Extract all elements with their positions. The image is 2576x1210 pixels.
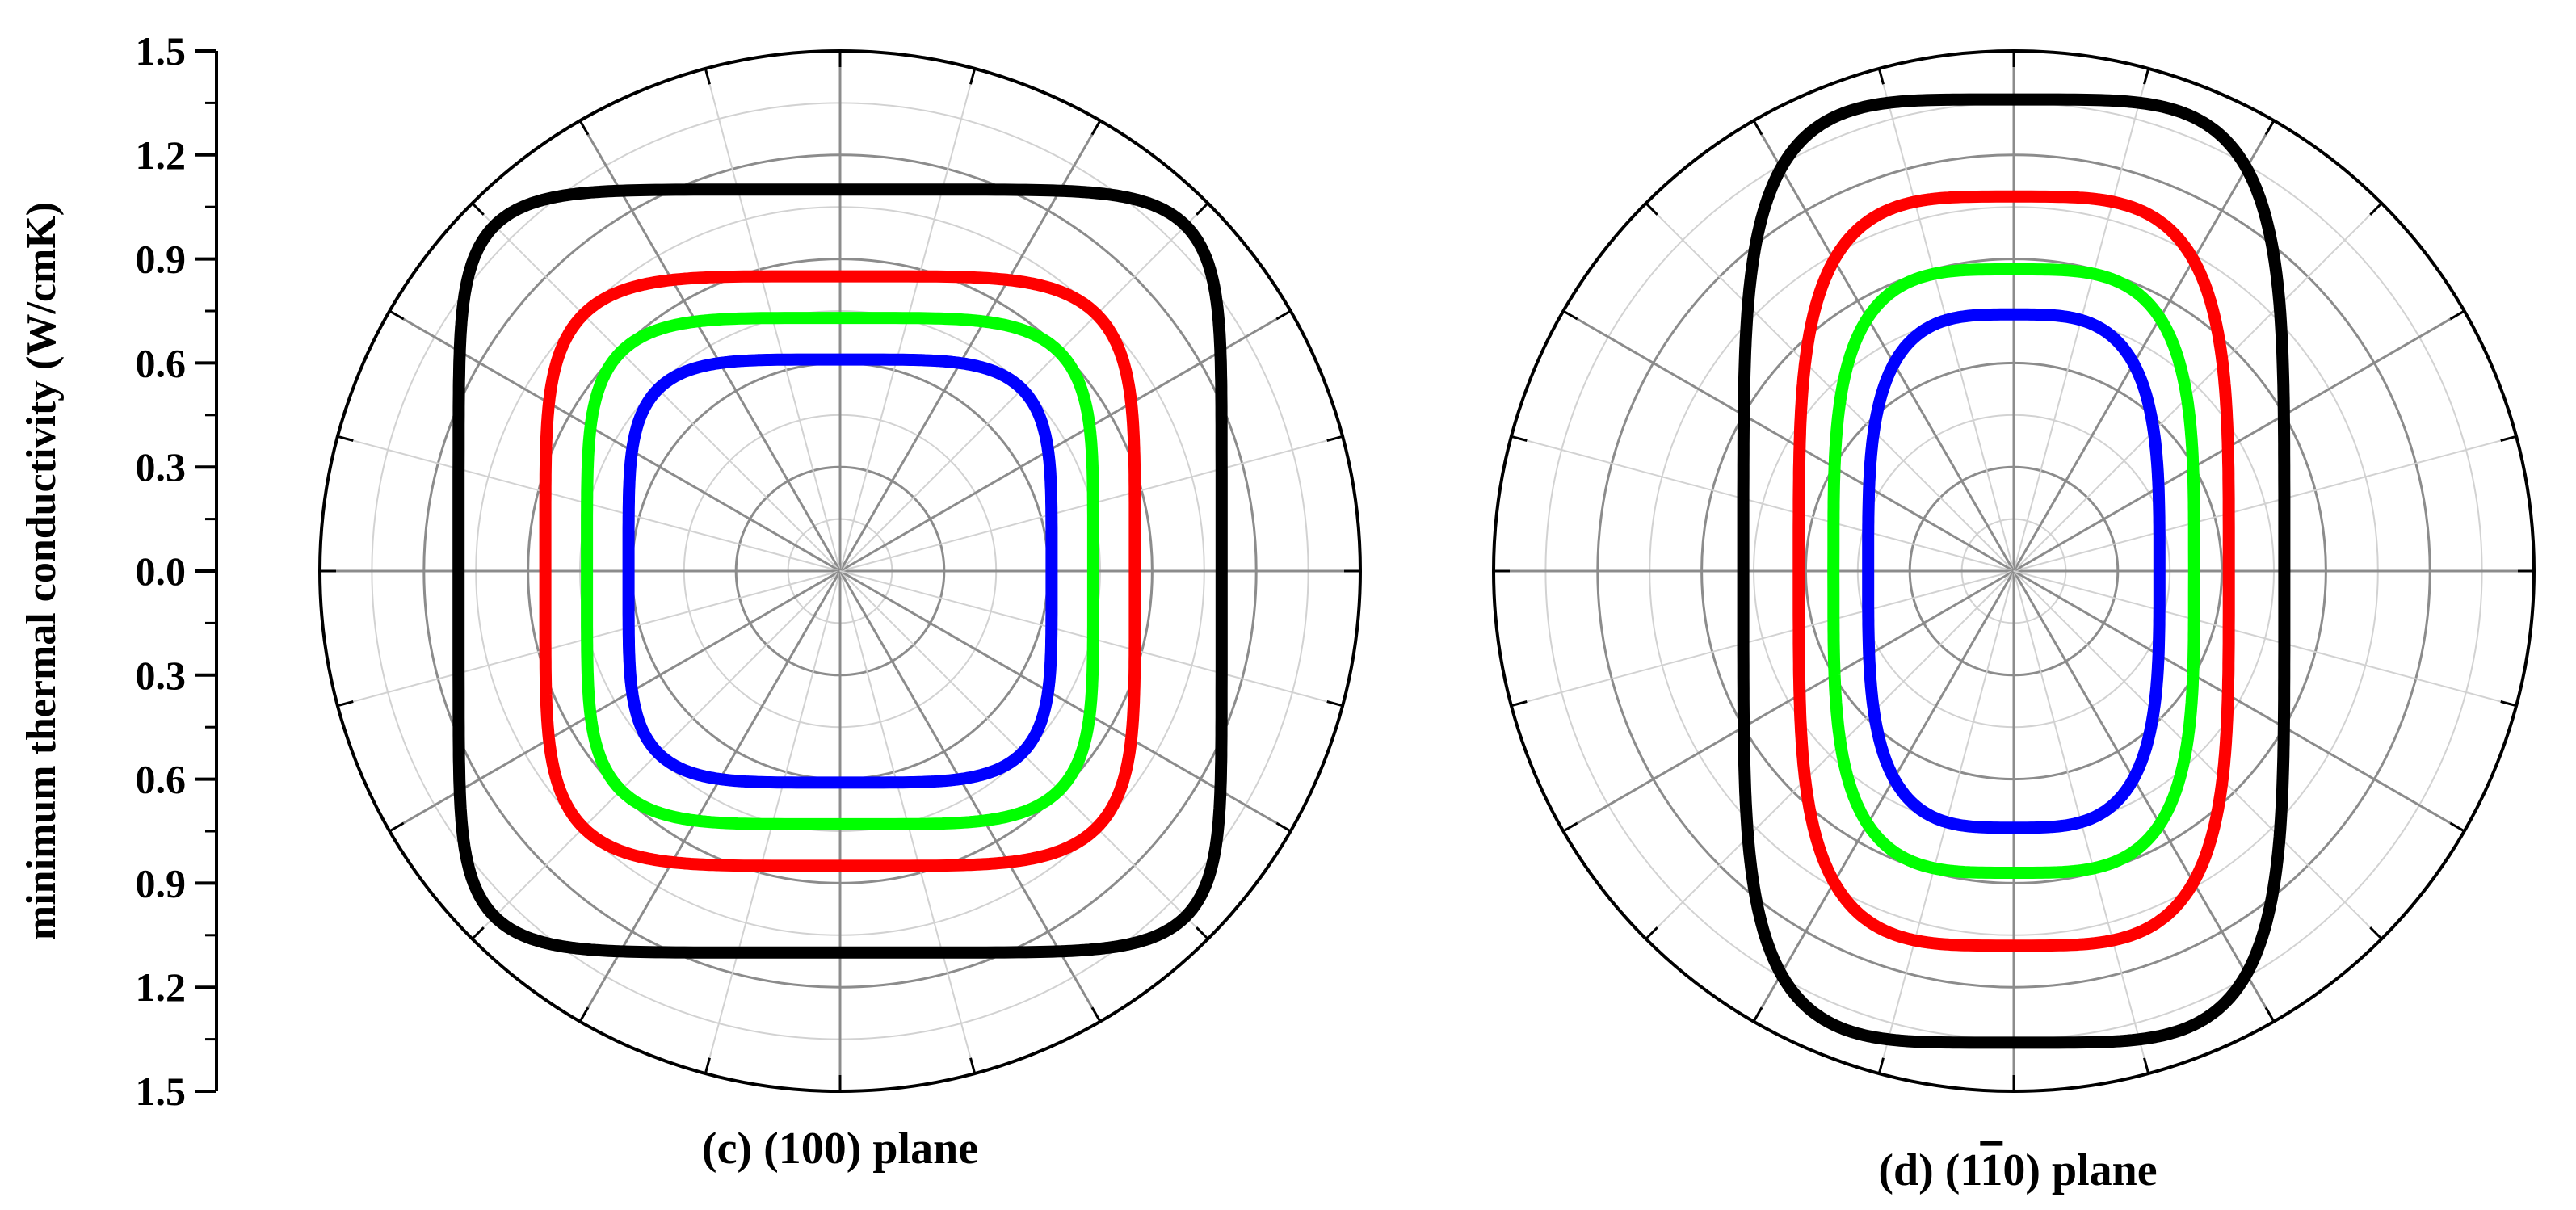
angular-tick bbox=[1511, 435, 1528, 442]
y-axis-title: minimum thermal conductivity (W/cmK) bbox=[19, 202, 65, 940]
angular-tick bbox=[1326, 700, 1343, 708]
y-tick-label: 1.2 bbox=[136, 964, 187, 1010]
polar-plot-100 bbox=[318, 49, 1362, 1093]
polar-plot-1-10 bbox=[1492, 49, 2536, 1093]
y-axis: 1.5 1.2 0.9 0.6 0.3 0.0 0.3 0.6 0.9 1.2 1.5 minimu… bbox=[19, 28, 218, 1114]
y-tick-label: 0.3 bbox=[136, 653, 187, 698]
angular-grid-minor bbox=[2013, 435, 2517, 572]
caption-prefix: (d) (1 bbox=[1878, 1145, 1981, 1195]
angular-grid-major bbox=[2013, 569, 2465, 833]
y-tick-label: 1.2 bbox=[136, 132, 187, 178]
angular-grid-major bbox=[1562, 309, 2015, 573]
angular-tick bbox=[2500, 700, 2517, 708]
y-tick-label: 1.5 bbox=[136, 1069, 187, 1114]
angular-tick bbox=[2143, 68, 2150, 85]
angular-tick bbox=[1877, 1057, 1885, 1074]
angular-tick bbox=[969, 1057, 977, 1074]
caption-1-10-plane: (d) (110) plane bbox=[1878, 1145, 2157, 1195]
caption-suffix: 0) plane bbox=[2002, 1145, 2157, 1195]
caption-barred-digit: 1 bbox=[1980, 1145, 2002, 1195]
angular-tick bbox=[2369, 926, 2383, 940]
angular-tick bbox=[389, 821, 405, 833]
angular-tick bbox=[2500, 435, 2517, 442]
angular-grid-major bbox=[2012, 120, 2276, 572]
y-tick-label: 0.3 bbox=[136, 444, 187, 489]
angular-tick bbox=[2449, 821, 2465, 833]
angular-grid-minor bbox=[2013, 202, 2383, 572]
angular-grid-major bbox=[2013, 309, 2465, 573]
angular-tick bbox=[471, 926, 485, 940]
angular-tick bbox=[2449, 309, 2465, 321]
angular-tick bbox=[337, 700, 354, 708]
angular-tick bbox=[1752, 120, 1763, 136]
angular-grid-minor bbox=[1511, 570, 2015, 707]
angular-tick bbox=[1645, 926, 1658, 940]
angular-tick bbox=[969, 68, 977, 85]
angular-tick bbox=[1275, 821, 1292, 833]
angular-tick bbox=[1196, 202, 1209, 216]
series-curve-2 bbox=[1792, 190, 2235, 952]
angular-grid-major bbox=[1752, 570, 2015, 1023]
angular-tick bbox=[1326, 435, 1343, 442]
series-curve-4 bbox=[1862, 308, 2166, 834]
angular-grid-minor bbox=[1511, 435, 2015, 572]
angular-tick bbox=[2264, 120, 2276, 136]
angular-tick bbox=[1562, 309, 1578, 321]
angular-grid-major bbox=[2012, 570, 2276, 1023]
angular-tick bbox=[1562, 821, 1578, 833]
series-curve-3 bbox=[1827, 263, 2200, 879]
angular-grid-minor bbox=[1645, 202, 2015, 572]
angular-tick bbox=[2264, 1006, 2276, 1023]
angular-tick bbox=[704, 68, 711, 85]
angular-grid-minor bbox=[2013, 570, 2383, 940]
series-curve-2 bbox=[539, 270, 1141, 872]
y-tick-label: 0.6 bbox=[136, 340, 187, 385]
angular-tick bbox=[578, 120, 590, 136]
angular-tick bbox=[704, 1057, 711, 1074]
series-curve-4 bbox=[622, 353, 1058, 789]
angular-tick bbox=[337, 435, 354, 442]
series-curve-1 bbox=[1737, 93, 2291, 1049]
y-tick-label: 0.9 bbox=[136, 860, 187, 905]
angular-tick bbox=[471, 202, 485, 216]
angular-grid-minor bbox=[1645, 570, 2015, 940]
angular-tick bbox=[389, 309, 405, 321]
angular-grid-minor bbox=[2013, 570, 2517, 707]
series-curve-3 bbox=[581, 312, 1099, 830]
angular-tick bbox=[1090, 120, 1102, 136]
angular-tick bbox=[1196, 926, 1209, 940]
angular-tick bbox=[1090, 1006, 1102, 1023]
y-tick-label: 1.5 bbox=[136, 28, 187, 74]
angular-tick bbox=[1511, 700, 1528, 708]
y-tick-label: 0.6 bbox=[136, 757, 187, 802]
angular-tick bbox=[578, 1006, 590, 1023]
angular-tick bbox=[2369, 202, 2383, 216]
angular-tick bbox=[1645, 202, 1658, 216]
y-axis-ticks: 1.5 1.2 0.9 0.6 0.3 0.0 0.3 0.6 0.9 1.2 1.5 bbox=[136, 28, 216, 1114]
angular-grid-major bbox=[1752, 120, 2015, 572]
series-curve-1 bbox=[452, 183, 1228, 959]
angular-grid-major bbox=[1562, 569, 2015, 833]
angular-tick bbox=[1275, 309, 1292, 321]
caption-100-plane: (c) (100) plane bbox=[702, 1124, 978, 1174]
y-tick-label: 0.9 bbox=[136, 237, 187, 282]
angular-tick bbox=[2143, 1057, 2150, 1074]
angular-tick bbox=[1752, 1006, 1763, 1023]
angular-tick bbox=[1877, 68, 1885, 85]
y-tick-label: 0.0 bbox=[136, 548, 187, 594]
